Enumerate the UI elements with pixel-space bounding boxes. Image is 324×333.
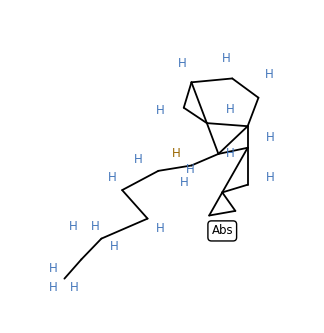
Text: Abs: Abs xyxy=(212,224,233,237)
Text: H: H xyxy=(69,220,78,233)
Text: H: H xyxy=(172,148,180,161)
Text: H: H xyxy=(134,153,143,166)
Text: H: H xyxy=(186,163,194,176)
Text: H: H xyxy=(226,148,234,161)
Text: H: H xyxy=(108,170,117,183)
Text: H: H xyxy=(266,170,274,183)
Text: H: H xyxy=(178,57,187,70)
Text: H: H xyxy=(49,281,57,294)
Text: H: H xyxy=(49,262,57,275)
Text: H: H xyxy=(179,176,188,189)
Text: H: H xyxy=(226,103,234,116)
Text: H: H xyxy=(265,68,273,81)
Text: H: H xyxy=(156,104,165,117)
Text: H: H xyxy=(156,222,165,235)
Text: H: H xyxy=(91,220,99,233)
Text: H: H xyxy=(266,131,274,144)
Text: H: H xyxy=(70,281,79,294)
Text: H: H xyxy=(110,240,119,253)
Text: H: H xyxy=(222,52,230,65)
